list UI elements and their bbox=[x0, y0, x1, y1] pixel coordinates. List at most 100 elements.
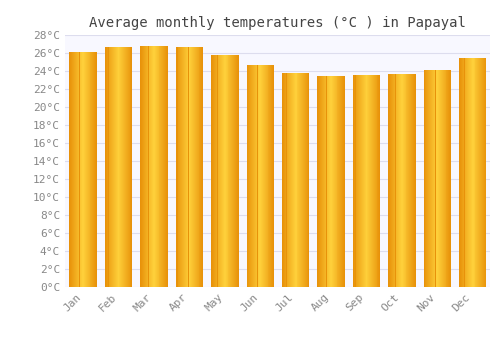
Bar bbox=[218, 55, 220, 287]
Bar bbox=[480, 58, 481, 287]
Bar bbox=[389, 74, 390, 287]
Bar bbox=[466, 58, 467, 287]
Bar bbox=[110, 47, 111, 287]
Bar bbox=[343, 76, 344, 287]
Bar bbox=[442, 70, 443, 287]
Bar bbox=[85, 52, 86, 287]
Bar bbox=[374, 75, 376, 287]
Bar bbox=[409, 74, 410, 287]
Bar bbox=[224, 55, 225, 287]
Bar bbox=[144, 46, 145, 287]
Bar bbox=[84, 52, 85, 287]
Bar bbox=[484, 58, 486, 287]
Bar bbox=[77, 52, 78, 287]
Bar bbox=[194, 47, 195, 287]
Bar bbox=[106, 47, 108, 287]
Bar bbox=[388, 74, 414, 287]
Bar bbox=[225, 55, 226, 287]
Bar bbox=[449, 70, 450, 287]
Bar bbox=[148, 46, 150, 287]
Bar bbox=[440, 70, 441, 287]
Bar bbox=[82, 52, 83, 287]
Bar bbox=[184, 47, 185, 287]
Bar bbox=[114, 47, 115, 287]
Bar bbox=[324, 76, 326, 287]
Bar bbox=[72, 52, 73, 287]
Bar bbox=[215, 55, 216, 287]
Bar bbox=[403, 74, 404, 287]
Bar bbox=[282, 73, 308, 287]
Bar bbox=[228, 55, 230, 287]
Bar bbox=[431, 70, 432, 287]
Bar bbox=[158, 46, 160, 287]
Bar bbox=[105, 47, 106, 287]
Bar bbox=[94, 52, 95, 287]
Bar bbox=[376, 75, 378, 287]
Bar bbox=[83, 52, 84, 287]
Bar bbox=[373, 75, 374, 287]
Bar bbox=[286, 73, 288, 287]
Bar bbox=[430, 70, 431, 287]
Bar bbox=[112, 47, 113, 287]
Bar bbox=[113, 47, 114, 287]
Bar bbox=[304, 73, 305, 287]
Bar bbox=[360, 75, 361, 287]
Bar bbox=[328, 76, 329, 287]
Bar bbox=[75, 52, 76, 287]
Bar bbox=[141, 46, 142, 287]
Bar bbox=[266, 65, 268, 287]
Bar bbox=[368, 75, 369, 287]
Bar bbox=[340, 76, 341, 287]
Bar bbox=[303, 73, 304, 287]
Bar bbox=[213, 55, 214, 287]
Bar bbox=[326, 76, 328, 287]
Bar bbox=[108, 47, 110, 287]
Bar bbox=[306, 73, 308, 287]
Bar bbox=[261, 65, 262, 287]
Bar bbox=[126, 47, 127, 287]
Bar bbox=[92, 52, 93, 287]
Bar bbox=[412, 74, 413, 287]
Bar bbox=[394, 74, 396, 287]
Bar bbox=[336, 76, 338, 287]
Bar bbox=[231, 55, 232, 287]
Bar bbox=[80, 52, 82, 287]
Bar bbox=[378, 75, 380, 287]
Bar bbox=[248, 65, 249, 287]
Bar bbox=[186, 47, 188, 287]
Bar bbox=[156, 46, 158, 287]
Bar bbox=[146, 46, 148, 287]
Bar bbox=[443, 70, 444, 287]
Bar bbox=[198, 47, 200, 287]
Bar bbox=[125, 47, 126, 287]
Bar bbox=[90, 52, 92, 287]
Bar bbox=[190, 47, 191, 287]
Bar bbox=[270, 65, 271, 287]
Bar bbox=[358, 75, 359, 287]
Bar bbox=[182, 47, 183, 287]
Bar bbox=[399, 74, 400, 287]
Bar bbox=[402, 74, 403, 287]
Bar bbox=[479, 58, 480, 287]
Bar bbox=[176, 47, 178, 287]
Bar bbox=[96, 52, 97, 287]
Bar bbox=[318, 76, 344, 287]
Bar bbox=[140, 46, 141, 287]
Bar bbox=[450, 70, 451, 287]
Bar bbox=[152, 46, 153, 287]
Bar bbox=[150, 46, 151, 287]
Bar bbox=[160, 46, 162, 287]
Bar bbox=[414, 74, 416, 287]
Bar bbox=[444, 70, 446, 287]
Bar bbox=[413, 74, 414, 287]
Bar bbox=[342, 76, 343, 287]
Bar bbox=[262, 65, 263, 287]
Bar bbox=[296, 73, 298, 287]
Bar bbox=[298, 73, 300, 287]
Bar bbox=[308, 73, 310, 287]
Bar bbox=[320, 76, 321, 287]
Bar bbox=[331, 76, 332, 287]
Bar bbox=[123, 47, 124, 287]
Bar bbox=[302, 73, 303, 287]
Bar bbox=[124, 47, 125, 287]
